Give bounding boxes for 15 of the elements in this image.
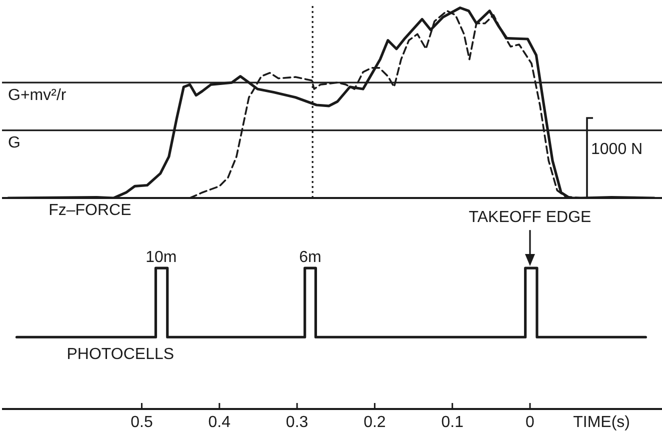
x-tick-label: 0.4 [208, 414, 231, 431]
x-tick-label: 0.2 [364, 414, 386, 431]
annotation: TAKEOFF EDGE [468, 209, 592, 226]
annotation: 10m [146, 249, 177, 266]
x-tick-label: 0 [526, 414, 535, 431]
x-tick-label: 0.5 [130, 414, 153, 431]
x-axis-title: TIME(s) [573, 414, 630, 431]
x-tick-label: 0.3 [286, 414, 308, 431]
x-tick-label: 0.1 [441, 414, 464, 431]
annotation: 1000 N [591, 141, 643, 158]
annotation: Fz–FORCE [48, 202, 132, 219]
ref-line-label: G+mv²/r [8, 86, 67, 104]
annotation: 6m [299, 249, 322, 266]
ref-line-label: G [8, 134, 20, 152]
series-label: PHOTOCELLS [66, 346, 174, 364]
